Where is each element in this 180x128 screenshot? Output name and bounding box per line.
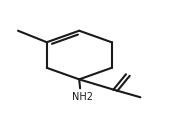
Text: NH2: NH2 bbox=[72, 92, 93, 102]
